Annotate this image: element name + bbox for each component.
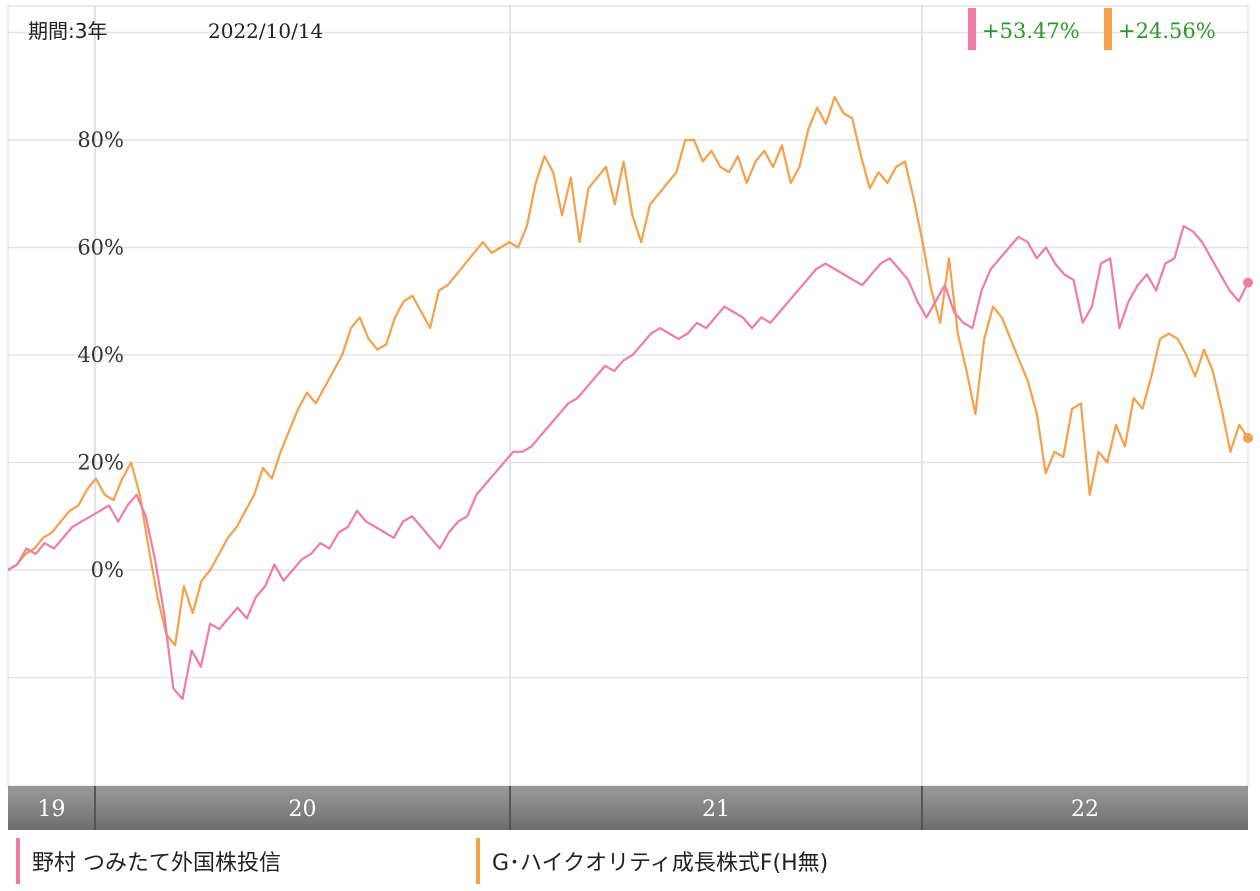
y-tick-label: 60%	[77, 236, 124, 260]
y-tick-label: 80%	[77, 128, 124, 152]
series-end-point-2	[1243, 432, 1253, 443]
x-tick-label: 21	[702, 797, 730, 822]
series-line-1	[7, 224, 1249, 701]
x-axis-band-background	[8, 786, 1248, 830]
series-end-point-1	[1243, 277, 1253, 288]
x-tick-label: 20	[289, 797, 317, 822]
legend-item-series-1: 野村 つみたて外国株投信	[16, 836, 281, 886]
y-tick-label: 0%	[91, 558, 124, 582]
x-tick-label: 22	[1071, 797, 1099, 822]
x-axis-band: 19 20 21 22	[8, 786, 1248, 830]
x-tick-label: 19	[38, 797, 66, 822]
return-marker-1	[968, 8, 976, 50]
y-tick-label: 40%	[77, 343, 124, 367]
legend-color-bar	[476, 838, 480, 884]
y-tick-label: 20%	[77, 451, 124, 475]
return-value-2: +24.56%	[1118, 19, 1216, 43]
legend-item-series-2: G･ハイクオリティ成長株式F(H無)	[476, 836, 828, 886]
legend-label: 野村 つみたて外国株投信	[32, 851, 281, 876]
series-lines	[7, 95, 1253, 701]
as-of-date: 2022/10/14	[208, 19, 323, 43]
y-axis-tick-labels: 0% 20% 40% 60% 80%	[77, 128, 124, 582]
plot-background	[8, 6, 1248, 832]
return-marker-2	[1104, 8, 1112, 50]
legend-label: G･ハイクオリティ成長株式F(H無)	[492, 851, 829, 876]
performance-chart: 0% 20% 40% 60% 80% 19 20 21 22 期間:3年 2022/10/14…	[7, 5, 1253, 832]
return-value-1: +53.47%	[982, 19, 1080, 43]
legend-color-bar	[16, 838, 20, 884]
grid-lines-horizontal	[8, 31, 1248, 679]
period-label: 期間:3年	[28, 19, 107, 43]
series-line-2	[7, 95, 1249, 647]
